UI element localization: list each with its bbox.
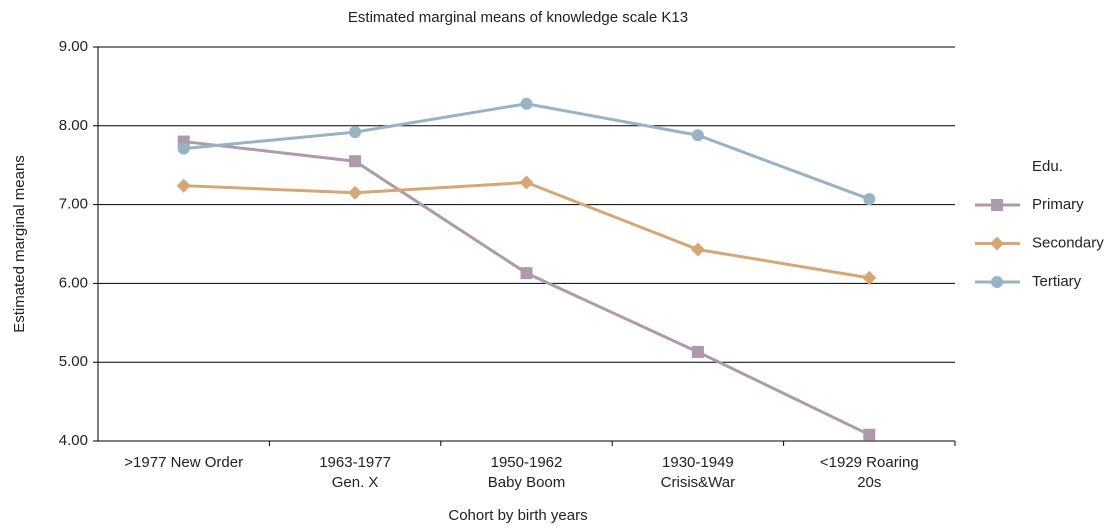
marker: [349, 126, 362, 139]
marker: [176, 178, 191, 193]
marker: [519, 175, 534, 190]
x-tick-label: 1963-1977 Gen. X: [319, 454, 391, 491]
marker: [349, 155, 362, 168]
legend-title: Edu.: [1032, 158, 1063, 175]
marker: [991, 276, 1003, 288]
y-axis-label: Estimated marginal means: [11, 155, 28, 333]
marker: [863, 193, 876, 206]
x-axis-label: Cohort by birth years: [448, 507, 587, 524]
x-tick-label: 1950-1962 Baby Boom: [488, 454, 566, 491]
series-line: [183, 181, 870, 280]
marker: [990, 236, 1004, 251]
marker: [863, 428, 876, 441]
legend-label: Secondary: [1032, 234, 1104, 251]
marker: [348, 185, 363, 200]
y-tick-label: 6.00: [59, 274, 88, 291]
marker: [991, 199, 1003, 211]
marker: [520, 97, 533, 110]
marker: [520, 267, 533, 280]
x-tick-label: <1929 Roaring 20s: [820, 454, 919, 491]
marker: [691, 129, 704, 142]
marker: [862, 270, 877, 285]
x-tick-label: >1977 New Order: [124, 454, 243, 471]
legend-label: Tertiary: [1032, 273, 1082, 290]
marker: [690, 242, 705, 257]
y-tick-label: 5.00: [59, 353, 88, 370]
legend-label: Primary: [1032, 196, 1084, 213]
y-tick-label: 9.00: [59, 38, 88, 55]
y-tick-label: 8.00: [59, 117, 88, 134]
y-tick-label: 4.00: [59, 432, 88, 449]
marker: [177, 142, 190, 155]
chart-title: Estimated marginal means of knowledge sc…: [348, 9, 688, 26]
marker: [691, 345, 704, 358]
x-tick-label: 1930-1949 Crisis&War: [661, 454, 735, 491]
y-tick-label: 7.00: [59, 196, 88, 213]
